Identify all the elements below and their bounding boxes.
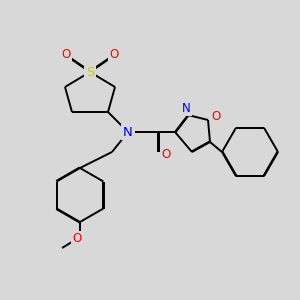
Text: S: S <box>86 65 94 79</box>
Text: O: O <box>110 47 118 61</box>
Text: O: O <box>161 148 171 160</box>
Text: O: O <box>212 110 220 122</box>
Text: O: O <box>61 47 70 61</box>
Text: N: N <box>123 125 133 139</box>
Text: O: O <box>72 232 82 245</box>
Text: N: N <box>182 101 190 115</box>
